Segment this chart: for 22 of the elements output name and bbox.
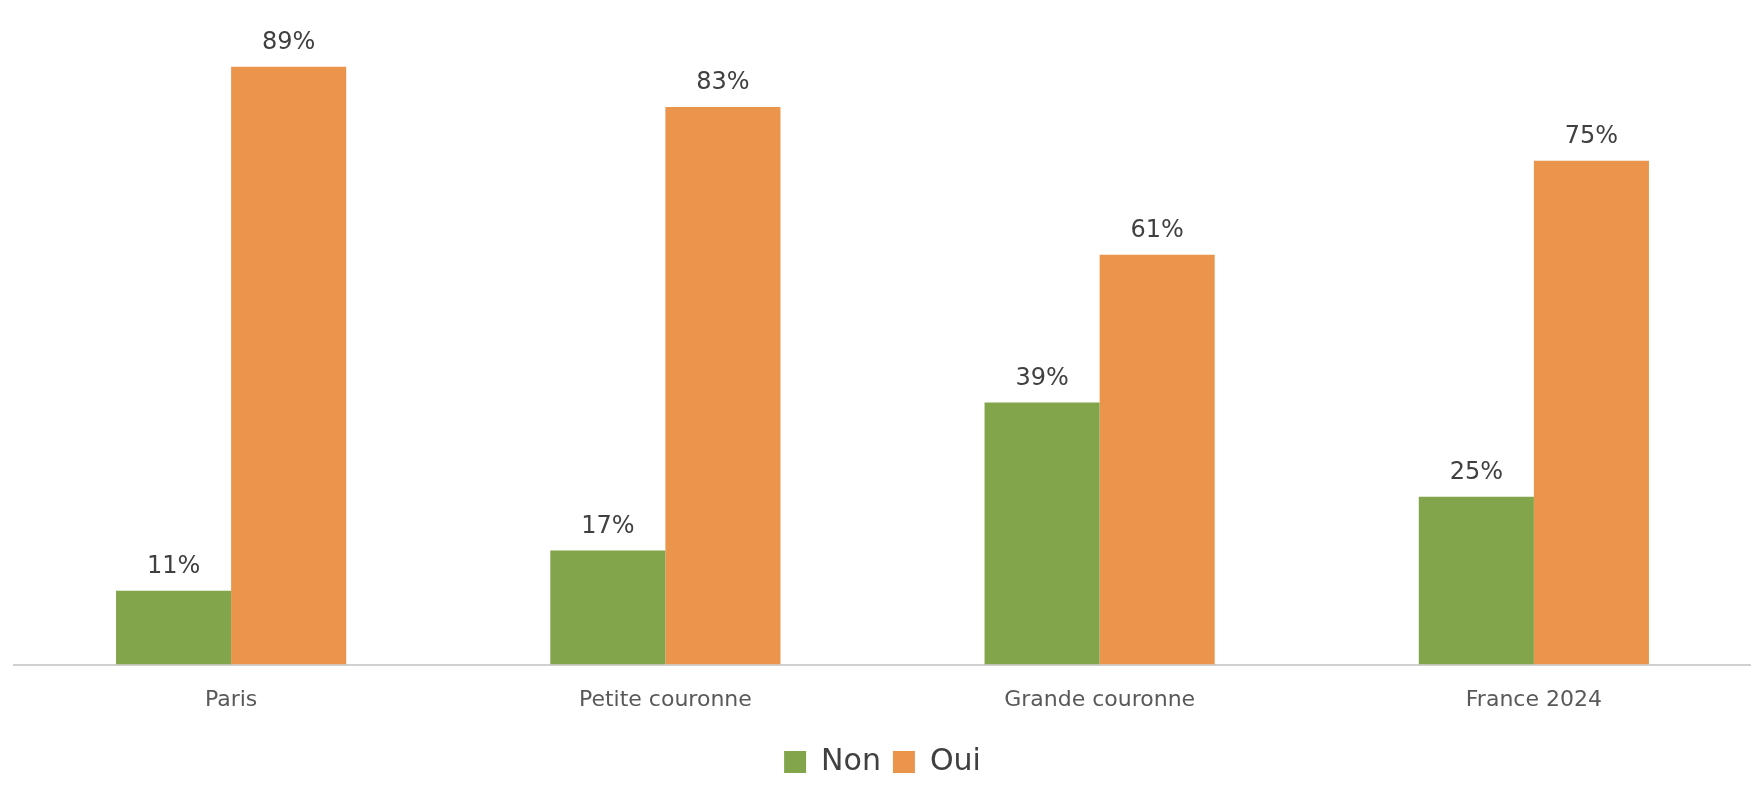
x-tick-label: Paris (204, 685, 258, 711)
bar (984, 402, 1100, 665)
bar (231, 66, 347, 665)
bar (665, 107, 781, 665)
data-label: 11% (146, 550, 201, 579)
bar (1099, 254, 1215, 665)
bar (550, 550, 666, 665)
legend-label: Non (821, 741, 881, 777)
data-label: 17% (581, 510, 635, 539)
bar (1418, 496, 1534, 665)
bar (116, 590, 232, 665)
data-label: 83% (696, 67, 750, 96)
data-label: 89% (261, 26, 316, 55)
bar (1533, 160, 1649, 665)
x-tick-label: France 2024 (1465, 685, 1602, 711)
x-tick-label: Grande couronne (1004, 685, 1196, 711)
legend-label: Oui (929, 741, 981, 777)
data-label: 39% (1015, 362, 1069, 391)
data-label: 75% (1564, 121, 1619, 149)
x-tick-label: Petite couronne (578, 685, 752, 711)
data-label: 25% (1449, 456, 1504, 485)
data-label: 61% (1130, 215, 1184, 244)
